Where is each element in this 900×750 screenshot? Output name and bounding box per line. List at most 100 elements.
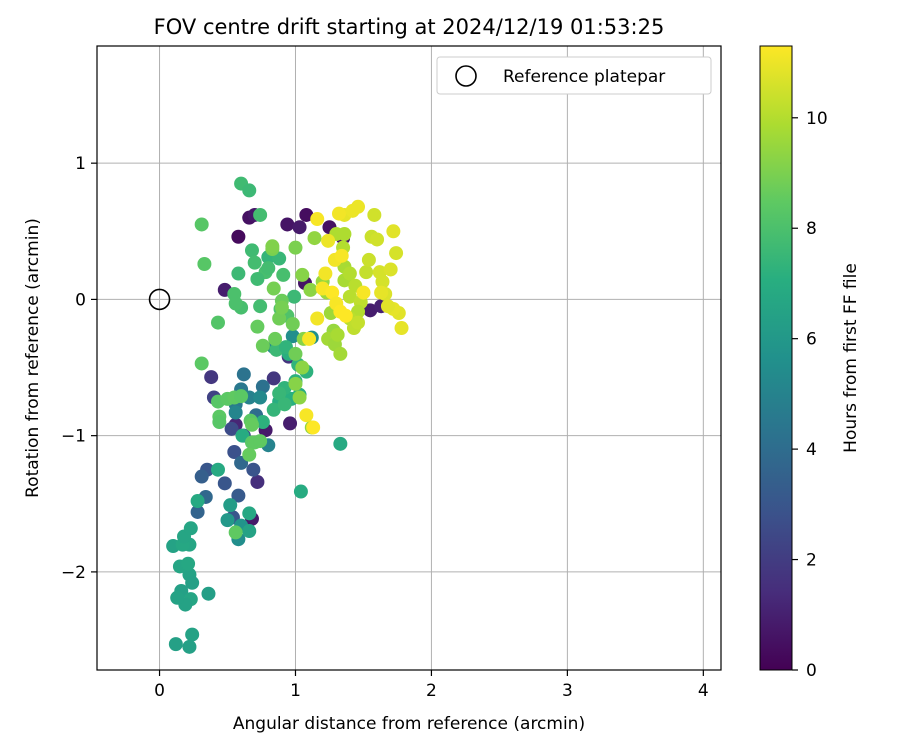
scatter-point: [333, 346, 348, 361]
colorbar: 0 2 4 6 8 10 Hours from first FF file: [759, 45, 861, 681]
scatter-point: [236, 367, 251, 382]
legend-reference-marker: [455, 65, 477, 87]
scatter-point: [288, 346, 303, 361]
scatter-point: [394, 321, 409, 336]
scatter-point: [231, 488, 246, 503]
x-tick-label: 1: [290, 681, 301, 701]
scatter-point: [185, 627, 200, 642]
scatter-point: [276, 267, 291, 282]
scatter-point: [231, 229, 246, 244]
colorbar-tick-label: 0: [806, 661, 817, 681]
scatter-point: [227, 445, 242, 460]
scatter-point: [342, 266, 357, 281]
scatter-point: [266, 281, 281, 296]
scatter-point: [375, 274, 390, 289]
scatter-point: [168, 637, 183, 652]
scatter-point: [210, 462, 225, 477]
scatter-point: [283, 416, 298, 431]
scatter-point: [250, 271, 265, 286]
reference-platepar-marker: [148, 288, 171, 311]
scatter-point: [253, 207, 268, 222]
scatter-point: [295, 267, 310, 282]
scatter-point: [224, 421, 239, 436]
scatter-point: [242, 183, 257, 198]
y-tick-label: −2: [61, 563, 86, 583]
scatter-point: [280, 217, 295, 232]
scatter-point: [253, 390, 268, 405]
chart-title: FOV centre drift starting at 2024/12/19 …: [154, 15, 665, 39]
colorbar-tick-label: 2: [806, 551, 817, 571]
scatter-point: [228, 525, 243, 540]
x-tick-label: 2: [426, 681, 437, 701]
scatter-point: [228, 405, 243, 420]
scatter-point: [250, 319, 265, 334]
plot-area-frame: [96, 45, 722, 671]
x-axis-label: Angular distance from reference (arcmin): [233, 714, 585, 734]
scatter-point: [367, 207, 382, 222]
grid-lines: [97, 46, 721, 670]
scatter-point: [302, 331, 317, 346]
scatter-point: [292, 220, 307, 235]
scatter-point: [255, 379, 270, 394]
scatter-point: [306, 420, 321, 435]
scatter-point: [250, 474, 265, 489]
scatter-point: [287, 289, 302, 304]
scatter-point: [247, 255, 262, 270]
scatter-point: [295, 360, 310, 375]
colorbar-label: Hours from first FF file: [841, 263, 861, 453]
scatter-point: [231, 266, 246, 281]
colorbar-tick-label: 10: [806, 109, 828, 129]
scatter-point: [246, 462, 261, 477]
y-tick-label: 0: [75, 290, 86, 310]
scatter-point: [288, 376, 303, 391]
x-tick-label: 0: [154, 681, 165, 701]
colorbar-tick-label: 4: [806, 440, 817, 460]
scatter-point: [333, 436, 348, 451]
scatter-point: [266, 402, 281, 417]
scatter-point: [334, 248, 349, 263]
scatter-point: [181, 556, 196, 571]
scatter-point: [274, 300, 289, 315]
x-axis-ticks: 0 1 2 3 4: [154, 670, 709, 701]
x-tick-label: 3: [562, 681, 573, 701]
y-axis-label: Rotation from reference (arcmin): [23, 218, 43, 498]
scatter-point: [197, 256, 212, 271]
scatter-point: [288, 240, 303, 255]
scatter-point: [356, 285, 371, 300]
scatter-point: [285, 316, 300, 331]
scatter-point: [194, 356, 209, 371]
legend-box: [436, 56, 712, 95]
scatter-point: [268, 331, 283, 346]
scatter-point: [351, 315, 366, 330]
colorbar-ticks: 0 2 4 6 8 10: [792, 109, 828, 681]
scatter-point: [217, 476, 232, 491]
scatter-point: [325, 285, 340, 300]
scatter-point: [190, 494, 205, 509]
x-tick-label: 4: [698, 681, 709, 701]
scatter-point: [204, 370, 219, 385]
scatter-point: [228, 296, 243, 311]
legend-reference-label: Reference platepar: [503, 67, 665, 87]
scatter-point: [253, 434, 268, 449]
scatter-point: [363, 303, 378, 318]
scatter-point: [383, 262, 398, 277]
scatter-point: [242, 524, 257, 539]
colorbar-tick-label: 8: [806, 219, 817, 239]
scatter-point: [380, 299, 395, 314]
scatter-point: [330, 327, 345, 342]
scatter-point: [255, 338, 270, 353]
scatter-point: [272, 386, 287, 401]
scatter-point: [185, 575, 200, 590]
scatter-point: [277, 397, 292, 412]
scatter-point: [272, 311, 287, 326]
scatter-point: [183, 521, 198, 536]
scatter-point: [253, 299, 268, 314]
scatter-point: [361, 252, 376, 267]
y-tick-label: −1: [61, 427, 86, 447]
data-points: [148, 176, 409, 654]
scatter-point: [338, 308, 353, 323]
colorbar-tick-label: 6: [806, 330, 817, 350]
scatter-point: [242, 447, 257, 462]
scatter-point: [210, 315, 225, 330]
